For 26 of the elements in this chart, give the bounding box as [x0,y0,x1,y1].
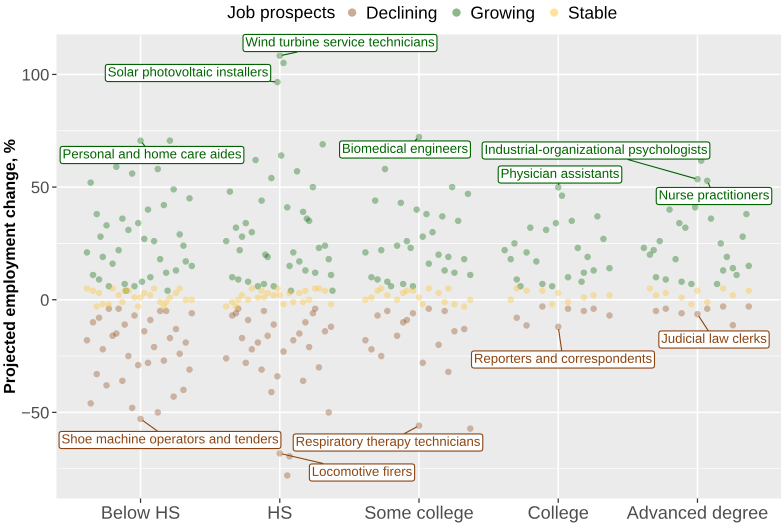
legend-label: Growing [471,6,534,22]
legend-title: Job prospects [227,6,335,22]
y-axis-title: Projected employment change, % [3,140,18,393]
x-tick-label: Advanced degree [626,506,768,522]
annotation: Reporters and correspondents [474,353,652,366]
annotation: Physician assistants [502,168,619,181]
x-tick-label: Some college [365,506,473,522]
annotation: Respiratory therapy technicians [296,436,480,449]
annotation: Nurse practitioners [660,190,769,202]
annotation: Wind turbine service technicians [245,36,434,47]
y-tick-label: 50 [31,181,49,194]
x-tick-label: College [528,506,588,522]
annotation: Shoe machine operators and tenders [62,434,278,446]
annotation: Solar photovoltaic installers [108,66,268,80]
x-tick-label: Below HS [102,506,180,519]
annotation: Biomedical engineers [343,143,468,156]
annotation: Locomotive firers [312,466,412,476]
legend-label: Declining [367,6,436,22]
y-tick-label: −50 [22,406,49,419]
y-tick-label: 100 [22,68,49,81]
legend-label: Stable [568,6,616,19]
x-tick-label: HS [268,506,292,519]
annotation: Personal and home care aides [64,148,242,159]
annotation: Judicial law clerks [661,333,766,344]
y-tick-label: 0 [40,294,49,306]
annotation: Industrial-organizational psychologists [486,144,708,157]
